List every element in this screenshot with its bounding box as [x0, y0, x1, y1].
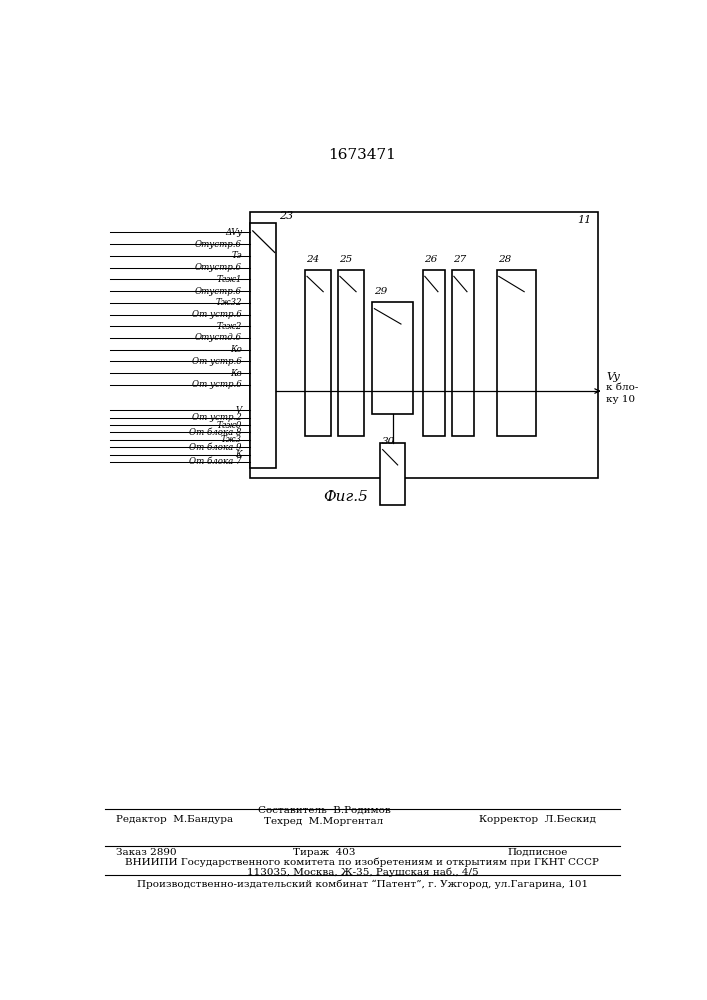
Text: Тж3: Тж3 — [221, 435, 242, 444]
Bar — [305, 270, 331, 436]
Bar — [250, 223, 276, 468]
Bar — [496, 270, 536, 436]
Text: От устр.6: От устр.6 — [192, 310, 242, 319]
Text: От устр.6: От устр.6 — [192, 380, 242, 389]
Text: Корректор  Л.Бескид: Корректор Л.Бескид — [479, 815, 596, 824]
Text: От блока 8: От блока 8 — [189, 428, 242, 437]
Text: Отустр.6: Отустр.6 — [195, 287, 242, 296]
Text: Редактор  М.Бандура: Редактор М.Бандура — [116, 815, 233, 824]
Text: ВНИИПИ Государственного комитета по изобретениям и открытиям при ГКНТ СССР: ВНИИПИ Государственного комитета по изоб… — [125, 858, 600, 867]
Text: 30: 30 — [382, 437, 395, 446]
Text: Тэ: Тэ — [231, 251, 242, 260]
Text: Фиг.5: Фиг.5 — [324, 490, 368, 504]
Text: Vy: Vy — [606, 372, 620, 382]
Text: Производственно-издательский комбинат “Патент”, г. Ужгород, ул.Гагарина, 101: Производственно-издательский комбинат “П… — [136, 880, 588, 889]
Text: 25: 25 — [339, 255, 353, 264]
Text: к бло-: к бло- — [606, 383, 638, 392]
Text: Составитель  В.Родимов: Составитель В.Родимов — [257, 806, 390, 815]
Text: Заказ 2890: Заказ 2890 — [116, 848, 176, 857]
Text: 113035, Москва, Ж-35, Раушская наб., 4/5: 113035, Москва, Ж-35, Раушская наб., 4/5 — [247, 868, 478, 877]
Text: 26: 26 — [424, 255, 438, 264]
Text: 24: 24 — [306, 255, 320, 264]
Text: От устр.6: От устр.6 — [192, 357, 242, 366]
Text: 23: 23 — [279, 211, 293, 221]
Bar — [380, 443, 405, 505]
Text: 29: 29 — [374, 287, 387, 296]
Text: Кв: Кв — [230, 369, 242, 378]
Text: Тгж1: Тгж1 — [216, 275, 242, 284]
Text: 28: 28 — [498, 255, 511, 264]
Text: От блока 7: От блока 7 — [189, 457, 242, 466]
Text: Тираж  403: Тираж 403 — [293, 848, 355, 857]
Text: Тгж2: Тгж2 — [216, 322, 242, 331]
Text: 11: 11 — [577, 215, 591, 225]
Bar — [372, 302, 414, 414]
Text: ку 10: ку 10 — [606, 395, 636, 404]
Text: 27: 27 — [453, 255, 467, 264]
Text: Подписное: Подписное — [508, 848, 568, 857]
Text: 1673471: 1673471 — [328, 148, 397, 162]
Bar — [423, 270, 445, 436]
Bar — [452, 270, 474, 436]
Text: Отустр.6: Отустр.6 — [195, 240, 242, 249]
Text: Отустд.6: Отустд.6 — [195, 333, 242, 342]
Text: К: К — [235, 450, 242, 459]
Bar — [250, 212, 598, 478]
Text: Тж32: Тж32 — [216, 298, 242, 307]
Text: ΔVy: ΔVy — [225, 228, 242, 237]
Text: От блока 9: От блока 9 — [189, 443, 242, 452]
Text: V: V — [235, 406, 242, 415]
Text: Техред  М.Моргентал: Техред М.Моргентал — [264, 817, 384, 826]
Text: Ко: Ко — [230, 345, 242, 354]
Text: Тгж0: Тгж0 — [216, 421, 242, 430]
Text: От устр.2: От устр.2 — [192, 413, 242, 422]
Bar — [338, 270, 364, 436]
Text: Отустр.6: Отустр.6 — [195, 263, 242, 272]
